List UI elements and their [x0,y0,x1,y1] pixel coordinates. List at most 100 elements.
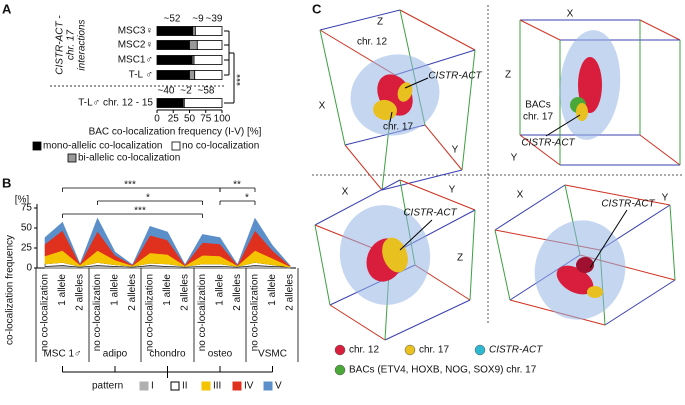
legend-label: CISTR-ACT [489,345,543,356]
x-tick-label: 50 [184,114,196,125]
x-tick-label: 1 allele [110,274,121,306]
row-label: T-L ♂ [129,70,153,81]
blob [576,103,588,121]
y-axis-label: co-localization frequency [5,235,16,345]
bar-segment [189,70,196,80]
x-tick-label: 1 allele [57,274,68,306]
view-label: Y [511,153,518,164]
wireframe-edge [519,19,561,41]
wireframe-edge [604,279,676,326]
legend-swatch [334,344,346,356]
wireframe-edge [639,19,681,41]
legend-swatch [263,381,273,391]
x-tick-label: 25 [168,114,180,125]
y-axis-label: CISTR-ACT - [55,15,66,75]
legend-swatch [32,141,42,151]
x-tick-label: 2 alleles [127,274,138,311]
legend-label: bi-allelic co-localization [78,153,180,164]
wireframe-edge [319,9,401,31]
view-label: CISTR-ACT [521,138,575,149]
line [589,209,628,269]
y-unit: [%] [15,195,30,206]
legend-label: mono-allelic co-localization [43,141,163,152]
wireframe-edge [519,134,561,166]
panel-label: C [312,1,322,16]
legend-swatch [67,153,77,163]
x-tick-label: 100 [214,114,231,125]
legend-label: no co-localization [182,141,259,152]
legend-swatch [474,344,486,356]
y-tick-label: 75 [21,203,33,214]
legend-title: pattern [92,381,123,392]
bar-segment [156,40,190,50]
blob [397,82,413,102]
group-label: MSC 1♂ [43,349,81,360]
view-label: Z [505,70,511,81]
annotation: ~9 [192,14,204,25]
y-tick-label: 0 [26,263,32,274]
row-label: MSC1♂ [118,55,153,66]
annotation: ~40 [158,86,175,97]
legend-label: BACs (ETV4, HOXB, NOG, SOX9) chr. 17 [349,365,537,376]
wireframe-edge [461,49,476,171]
row-label: T-L♂ chr. 12 - 15 [78,98,153,109]
x-tick-label: no co-localization [250,274,261,351]
x-tick-label: no co-localization [197,274,208,351]
x-tick-label: 1 allele [215,274,226,306]
legend-label: II [182,381,188,392]
view-label: Z [457,253,463,264]
view-label: CISTR-ACT [601,199,655,210]
y-axis-label: interactions [77,19,88,70]
bar-segment [183,98,223,108]
x-tick-label: no co-localization [40,274,51,351]
wireframe-edge [494,184,566,231]
view-label: chr. 12 [357,37,387,48]
significance: *** [134,206,146,217]
view-label: BACs [525,100,551,111]
legend-label: chr. 12 [349,345,379,356]
legend-swatch [232,381,242,391]
bar-segment [156,98,184,108]
x-tick-label: 2 alleles [285,274,296,311]
blob [382,237,408,273]
group-label: adipo [103,349,128,360]
wireframe-edge [314,179,401,226]
legend-swatch [170,381,180,391]
significance: *** [124,180,136,191]
group-label: VSMC [258,349,287,360]
group-label: osteo [208,349,233,360]
view-label: X [517,190,524,201]
blob [578,57,602,113]
wireframe-edge [399,9,476,51]
view-label: CISTR-ACT [403,208,457,219]
bar-segment [189,40,198,50]
wireframe-edge [494,229,511,301]
x-tick-label: no co-localization [145,274,156,351]
wireframe-edge [381,169,463,191]
view-label: X [342,187,349,198]
x-axis-label: BAC co-localization frequency (I-V) [%] [89,127,262,138]
legend-label: III [213,381,221,392]
group-label: chondro [149,349,186,360]
wireframe-edge [314,224,331,306]
panel-label: B [2,175,11,190]
bar-segment [194,70,223,80]
legend-swatch [334,364,346,376]
legend-swatch [139,381,149,391]
x-tick-label: 75 [200,114,212,125]
significance: * [245,193,249,204]
legend-label: IV [244,381,254,392]
bar-segment [194,26,223,36]
annotation: ~2 [180,86,192,97]
row-label: MSC2♀ [118,40,153,51]
wireframe-edge [344,144,383,191]
wireframe-edge [564,184,671,206]
bar-segment [156,70,190,80]
view-label: chr. 17 [383,122,413,133]
x-tick-label: no co-localization [92,274,103,351]
x-tick-label: 2 alleles [75,274,86,311]
annotation: ~52 [164,14,181,25]
annotation: ~39 [206,14,223,25]
annotation: ~58 [198,86,215,97]
view-label: CISTR-ACT [428,71,482,82]
